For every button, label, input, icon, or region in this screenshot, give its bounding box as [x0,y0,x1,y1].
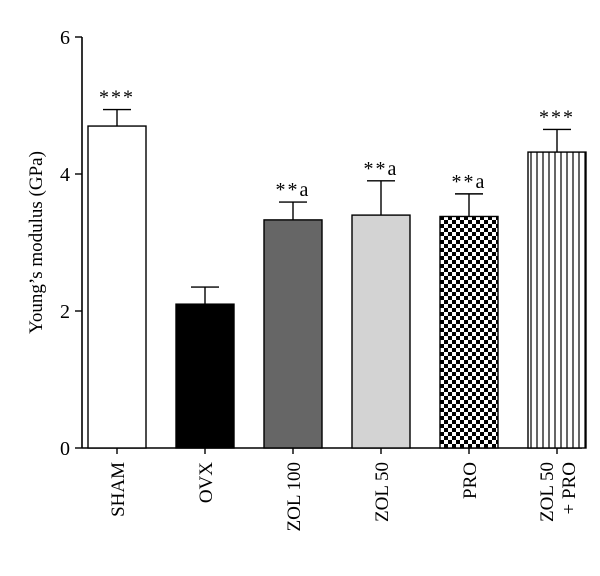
plot-area: 0 2 4 6 Young’s modulus (GPa) *** SHAM OVX **a ZO… [26,27,587,531]
significance-label: **a [364,158,399,180]
x-tick-label: ZOL 50 [372,462,393,522]
y-tick-label: 6 [60,27,70,49]
y-axis-title: Young’s modulus (GPa) [26,151,47,334]
significance-label: **a [452,171,487,193]
bar-pro [439,215,499,449]
bar-ovx [175,303,235,449]
y-tick-label: 4 [60,164,70,186]
significance-label: *** [99,87,135,109]
x-tick-label: SHAM [108,462,129,517]
bar-zol-50-pro [527,151,587,449]
x-tick-label: ZOL 50 [537,462,558,522]
significance-label: **a [276,179,311,201]
y-tick-label: 2 [60,301,70,323]
significance-label: *** [539,106,575,128]
x-tick-label: ZOL 100 [284,462,305,531]
x-tick-label: + PRO [559,462,580,514]
x-tick-label: PRO [460,462,481,499]
bar-zol-50 [351,214,411,449]
bar-zol-100 [263,219,323,449]
bar-sham [87,125,147,449]
y-tick-label: 0 [60,438,70,460]
x-tick-label: OVX [196,462,217,503]
